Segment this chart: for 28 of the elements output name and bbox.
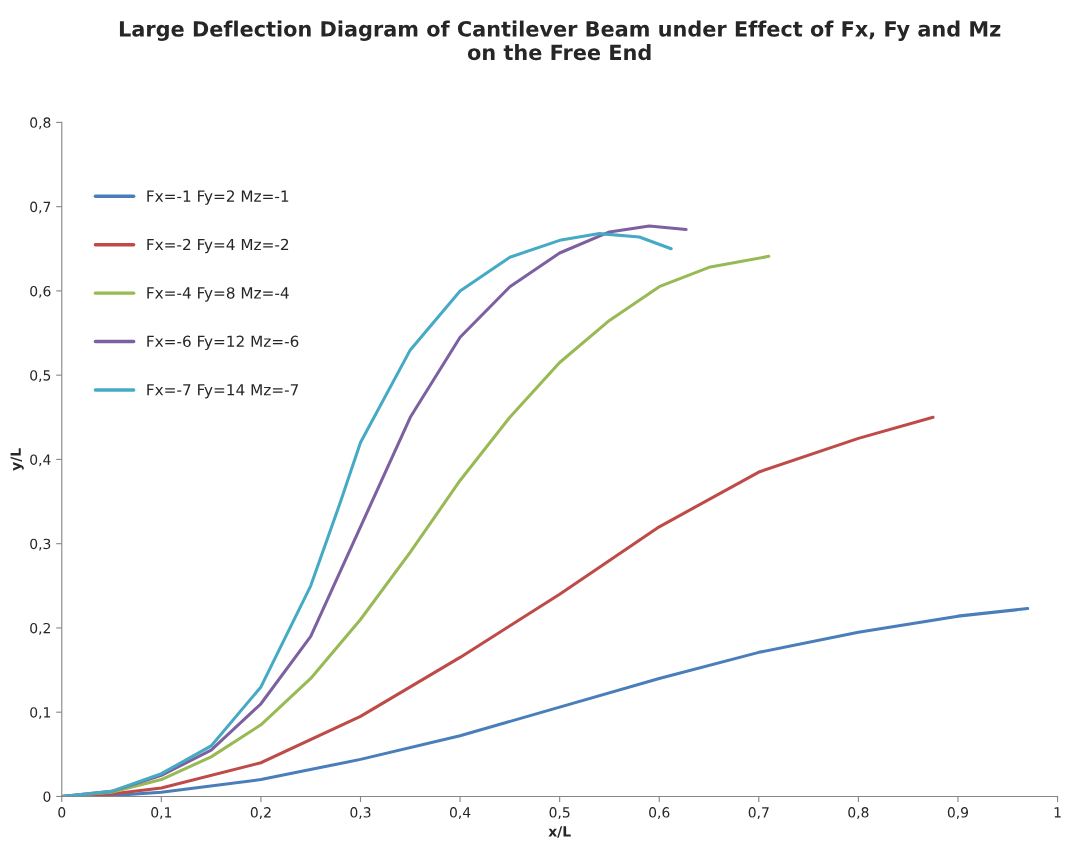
x-axis-title: x/L — [548, 826, 571, 838]
y-tick-label: 0 — [43, 791, 51, 802]
x-tick-label: 0,9 — [947, 807, 969, 820]
y-tick-label: 0,1 — [30, 707, 51, 720]
y-tick-label: 0,6 — [30, 285, 51, 298]
y-tick-label: 0,7 — [30, 201, 51, 214]
x-tick-label: 0,7 — [748, 807, 769, 820]
chart-title: Large Deflection Diagram of Cantilever Beam under Effect of Fx, Fy and Mz on the Free End — [119, 20, 1001, 61]
x-tick-label: 0,3 — [350, 807, 371, 820]
x-tick-label: 0,4 — [449, 807, 471, 820]
x-tick-label: 0,2 — [250, 807, 271, 820]
x-tick-label: 1 — [1054, 807, 1061, 818]
legend-label: Fx=-4 Fy=8 Mz=-4 — [147, 287, 289, 302]
x-tick-label: 0,8 — [848, 807, 869, 820]
x-tick-label: 0,1 — [151, 807, 172, 820]
y-axis-title: y/L — [10, 448, 24, 471]
y-tick-label: 0,3 — [30, 538, 51, 551]
y-tick-label: 0,5 — [30, 370, 51, 383]
legend-label: Fx=-2 Fy=4 Mz=-2 — [147, 238, 289, 254]
y-tick-label: 0,8 — [30, 117, 51, 130]
y-tick-label: 0,4 — [30, 454, 51, 467]
x-tick-label: 0 — [58, 807, 66, 818]
legend-label: Fx=-7 Fy=14 Mz=-7 — [147, 384, 299, 399]
x-tick-label: 0,6 — [649, 807, 670, 820]
y-tick-label: 0,2 — [30, 622, 50, 635]
legend-label: Fx=-6 Fy=12 Mz=-6 — [147, 335, 299, 351]
legend-label: Fx=-1 Fy=2 Mz=-1 — [147, 190, 289, 205]
x-tick-label: 0,5 — [549, 807, 570, 820]
